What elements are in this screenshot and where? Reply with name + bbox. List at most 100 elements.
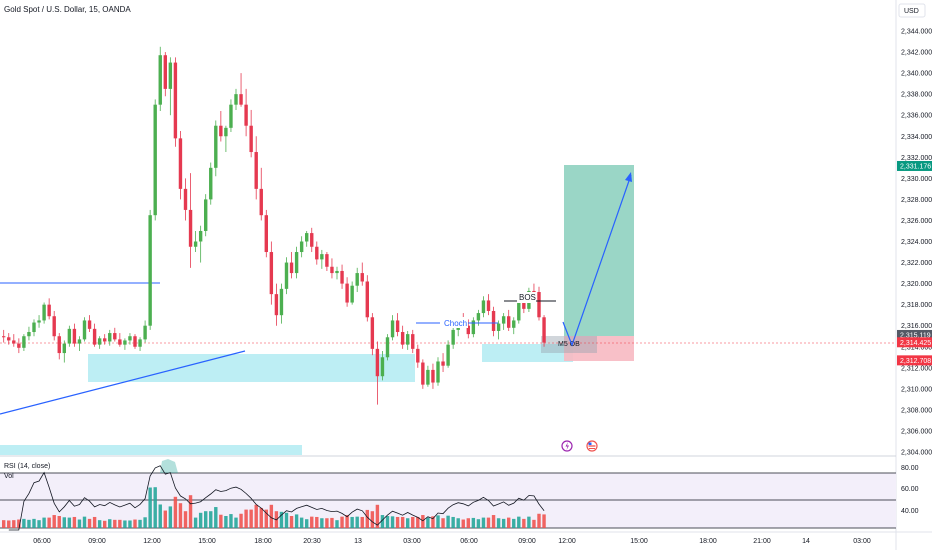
candle-body [47,304,51,317]
time-tick: 18:00 [699,538,717,545]
volume-bar [294,514,299,528]
candle-body [163,55,167,89]
volume-bar [542,514,546,528]
rsi-tick-60: 60.00 [901,486,919,493]
volume-bar [209,511,213,528]
candle-body [496,323,501,331]
candle-body [294,252,299,274]
candle-body [239,94,243,105]
price-tag [897,329,932,340]
volume-bar [133,519,137,528]
volume-bar [2,520,6,528]
candle-body [421,362,425,385]
candle-body [340,270,344,284]
candle-body [42,304,46,321]
time-tick: 12:00 [143,538,161,545]
volume-bar [315,516,319,528]
volume-bar [385,516,390,528]
volume-bar [491,515,496,528]
volume-bar [461,519,465,528]
candle-body [153,104,157,216]
candle-body [148,215,152,326]
volume-bar [97,520,102,528]
volume-bar [400,516,405,528]
volume-bar [305,519,309,528]
volume-bar [7,520,11,528]
volume-bars [2,487,546,528]
candle-body [103,338,107,342]
volume-bar [390,516,395,528]
volume-bar [153,487,157,528]
volume-bar [431,516,435,528]
volume-bar [173,496,178,528]
volume-bar [380,515,385,528]
price-tag [897,337,932,348]
volume-bar [299,517,304,528]
volume-bar [92,516,97,528]
volume-bar [436,515,440,528]
volume-bar [168,506,173,528]
volume-bar [143,517,147,528]
volume-bar [148,487,152,528]
volume-bar [138,519,142,528]
price-tick: 2,304.000 [901,450,932,457]
volume-bar [103,520,107,528]
candle-body [97,338,102,345]
volume-bar [456,518,460,528]
time-axis[interactable]: 06:00 09:00 12:00 15:00 18:00 20:30 13 03:00 06:… [33,538,871,545]
volume-bar [17,519,21,528]
volume-bar [395,516,400,528]
time-tick: 03:00 [853,538,871,545]
candle-body [416,348,420,363]
demand-zone-bottom [0,445,302,455]
stop-loss-zone [564,336,634,361]
candle-body [315,246,319,260]
volume-bar [426,517,430,528]
projection-path [562,174,632,347]
volume-bar [224,516,228,528]
candle-body [143,325,147,340]
price-tag-label: 2,314.425 [900,340,931,347]
candle-body [289,262,294,274]
volume-bar [264,509,268,528]
volume-bar [345,515,349,528]
price-axis[interactable]: 2,344.000 2,342.000 2,340.000 2,338.000 2,33… [901,29,932,457]
flag-canton-icon [588,442,592,445]
time-tick: 03:00 [403,538,421,545]
volume-bar [82,516,87,528]
volume-bar [375,504,380,528]
rsi-overbought-fill [160,459,178,473]
volume-bar [12,520,16,528]
candle-body [37,320,41,323]
candle-body [400,332,405,345]
candle-body [133,336,137,347]
candle-body [168,62,173,89]
candle-body [7,337,11,341]
time-tick: 18:00 [254,538,272,545]
volume-bar [32,518,36,528]
volume-bar [254,504,258,528]
volume-bar [214,507,218,528]
candle-body [406,334,410,345]
volume-bar [350,516,354,528]
time-tick: 21:00 [753,538,771,545]
time-tick: 06:00 [33,538,51,545]
volume-bar [108,519,112,528]
candles-layer [2,46,546,405]
vol-label: Vol [4,473,14,480]
volume-bar [37,520,41,528]
candle-body [390,320,395,338]
trend-line [0,350,246,415]
candle-body [87,320,92,329]
currency-box[interactable] [898,3,926,18]
candle-body [365,281,369,318]
price-tick: 2,310.000 [901,386,932,393]
candle-body [476,313,481,321]
volume-bar [471,517,476,528]
volume-bar [77,519,82,528]
candle-body [158,55,162,105]
time-tick: 12:00 [558,538,576,545]
candle-body [244,104,248,126]
candle-body [279,288,284,316]
